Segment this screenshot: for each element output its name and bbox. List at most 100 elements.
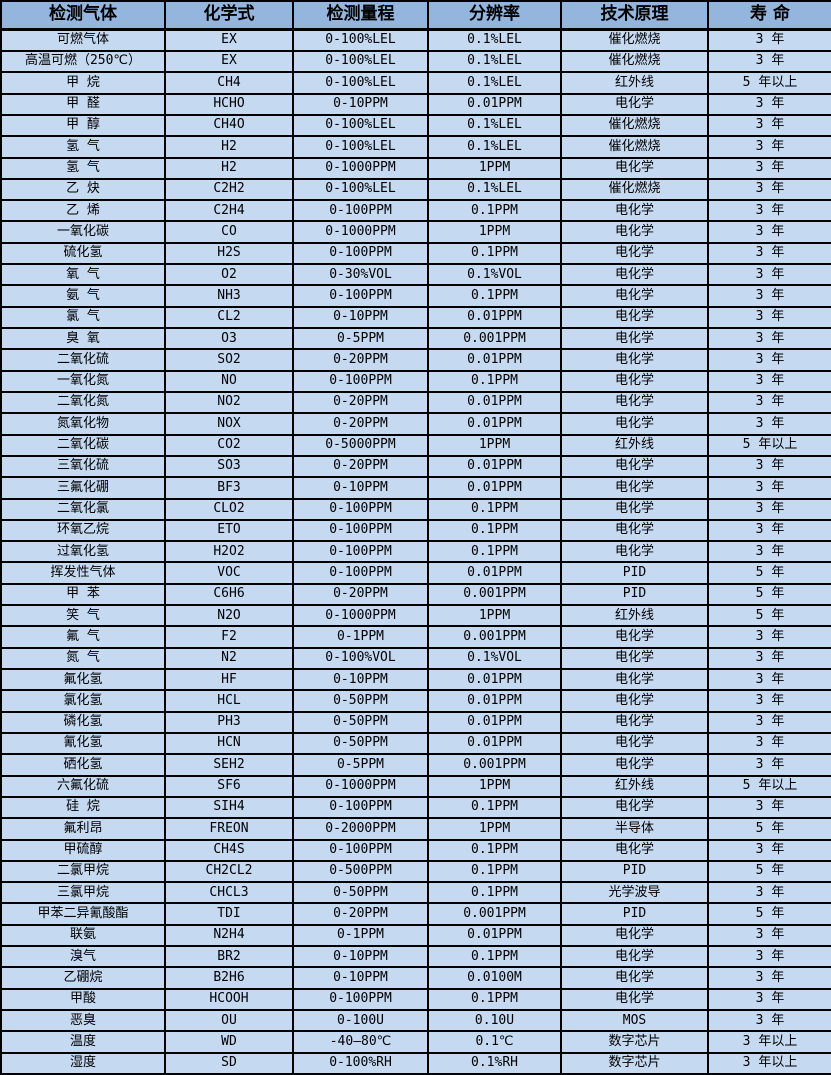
- gas-name-cell: 氮氧化物: [0, 412, 166, 436]
- technology-principle-cell: 电化学: [560, 327, 709, 351]
- gas-name-cell: 氨 气: [0, 284, 166, 308]
- detection-range-cell: 0-100PPM: [292, 241, 429, 266]
- table-row: 笑 气 N2O 0-1000PPM 1PPM 红外线 5 年: [0, 604, 831, 628]
- detection-range-cell: 0-10PPM: [292, 668, 429, 692]
- gas-name-cell: 挥发性气体: [0, 561, 166, 585]
- lifespan-cell: 3 年: [707, 945, 831, 969]
- lifespan-cell: 3 年: [707, 390, 831, 415]
- detection-range-cell: 0-100PPM: [292, 199, 429, 223]
- table-row: 挥发性气体 VOC 0-100PPM 0.01PPM PID 5 年: [0, 561, 831, 585]
- detection-range-cell: 0-100%LEL: [292, 135, 429, 159]
- technology-principle-cell: 电化学: [560, 305, 709, 330]
- resolution-cell: 0.01PPM: [427, 668, 562, 692]
- detection-range-cell: 0-100%RH: [292, 1051, 429, 1075]
- lifespan-cell: 3 年: [707, 625, 831, 649]
- resolution-cell: 0.1%LEL: [427, 49, 562, 74]
- resolution-cell: 0.1%LEL: [427, 28, 562, 52]
- chemical-formula-cell: NO: [164, 369, 294, 393]
- chemical-formula-cell: O3: [164, 327, 294, 351]
- column-header-detection-range: 检测量程: [292, 0, 429, 31]
- table-row: 甲 烷 CH4 0-100%LEL 0.1%LEL 红外线 5 年以上: [0, 71, 831, 95]
- detection-range-cell: 0-1PPM: [292, 625, 429, 649]
- technology-principle-cell: 催化燃烧: [560, 28, 709, 52]
- detection-range-cell: 0-1000PPM: [292, 774, 429, 798]
- resolution-cell: 0.0100M: [427, 966, 562, 990]
- detection-range-cell: 0-20PPM: [292, 390, 429, 415]
- table-row: 氟 气 F2 0-1PPM 0.001PPM 电化学 3 年: [0, 625, 831, 649]
- technology-principle-cell: 电化学: [560, 731, 709, 756]
- gas-name-cell: 氧 气: [0, 263, 166, 287]
- detection-range-cell: 0-5PPM: [292, 753, 429, 777]
- resolution-cell: 0.001PPM: [427, 753, 562, 777]
- chemical-formula-cell: CHCL3: [164, 881, 294, 905]
- table-row: 湿度 SD 0-100%RH 0.1%RH 数字芯片 3 年以上: [0, 1051, 831, 1075]
- gas-name-cell: 氟化氢: [0, 668, 166, 692]
- chemical-formula-cell: CH4: [164, 71, 294, 95]
- chemical-formula-cell: ETO: [164, 518, 294, 543]
- resolution-cell: 0.1%VOL: [427, 263, 562, 287]
- detection-range-cell: 0-100PPM: [292, 540, 429, 564]
- resolution-cell: 0.01PPM: [427, 710, 562, 734]
- table-row: 氰化氢 HCN 0-50PPM 0.01PPM 电化学 3 年: [0, 731, 831, 756]
- column-header-lifespan: 寿 命: [707, 0, 831, 31]
- chemical-formula-cell: BR2: [164, 945, 294, 969]
- gas-name-cell: 过氧化氢: [0, 540, 166, 564]
- resolution-cell: 0.1℃: [427, 1030, 562, 1054]
- table-row: 二氧化氮 NO2 0-20PPM 0.01PPM 电化学 3 年: [0, 390, 831, 415]
- technology-principle-cell: 电化学: [560, 518, 709, 543]
- table-row: 氮 气 N2 0-100%VOL 0.1%VOL 电化学 3 年: [0, 646, 831, 671]
- resolution-cell: 0.001PPM: [427, 625, 562, 649]
- lifespan-cell: 3 年: [707, 710, 831, 734]
- detection-range-cell: 0-100%LEL: [292, 49, 429, 74]
- detection-range-cell: 0-100%VOL: [292, 646, 429, 671]
- lifespan-cell: 3 年: [707, 113, 831, 138]
- detection-range-cell: 0-50PPM: [292, 710, 429, 734]
- gas-name-cell: 甲 苯: [0, 582, 166, 607]
- technology-principle-cell: 电化学: [560, 284, 709, 308]
- table-row: 硫化氢 H2S 0-100PPM 0.1PPM 电化学 3 年: [0, 241, 831, 266]
- detection-range-cell: 0-1000PPM: [292, 604, 429, 628]
- technology-principle-cell: 催化燃烧: [560, 49, 709, 74]
- technology-principle-cell: 电化学: [560, 945, 709, 969]
- gas-name-cell: 二氧化硫: [0, 348, 166, 372]
- resolution-cell: 0.01PPM: [427, 923, 562, 948]
- table-row: 甲苯二异氰酸酯 TDI 0-20PPM 0.001PPM PID 5 年: [0, 902, 831, 926]
- chemical-formula-cell: H2: [164, 135, 294, 159]
- lifespan-cell: 3 年以上: [707, 1051, 831, 1075]
- detection-range-cell: 0-10PPM: [292, 476, 429, 500]
- technology-principle-cell: 红外线: [560, 774, 709, 798]
- chemical-formula-cell: CH2CL2: [164, 859, 294, 884]
- technology-principle-cell: 催化燃烧: [560, 135, 709, 159]
- table-row: 甲 醇 CH4O 0-100%LEL 0.1%LEL 催化燃烧 3 年: [0, 113, 831, 138]
- technology-principle-cell: 电化学: [560, 710, 709, 734]
- gas-name-cell: 臭 氧: [0, 327, 166, 351]
- gas-name-cell: 氟利昂: [0, 817, 166, 841]
- lifespan-cell: 3 年: [707, 881, 831, 905]
- resolution-cell: 0.1%RH: [427, 1051, 562, 1075]
- gas-name-cell: 湿度: [0, 1051, 166, 1075]
- technology-principle-cell: 电化学: [560, 412, 709, 436]
- detection-range-cell: 0-100PPM: [292, 369, 429, 393]
- table-row: 氧 气 O2 0-30%VOL 0.1%VOL 电化学 3 年: [0, 263, 831, 287]
- lifespan-cell: 3 年: [707, 220, 831, 244]
- detection-range-cell: 0-50PPM: [292, 689, 429, 713]
- technology-principle-cell: 电化学: [560, 540, 709, 564]
- table-row: 三氯甲烷 CHCL3 0-50PPM 0.1PPM 光学波导 3 年: [0, 881, 831, 905]
- resolution-cell: 0.001PPM: [427, 327, 562, 351]
- technology-principle-cell: PID: [560, 859, 709, 884]
- chemical-formula-cell: N2: [164, 646, 294, 671]
- detection-range-cell: 0-10PPM: [292, 945, 429, 969]
- resolution-cell: 0.1PPM: [427, 497, 562, 521]
- lifespan-cell: 5 年以上: [707, 774, 831, 798]
- chemical-formula-cell: SD: [164, 1051, 294, 1075]
- chemical-formula-cell: CO2: [164, 433, 294, 457]
- chemical-formula-cell: OU: [164, 1009, 294, 1033]
- lifespan-cell: 3 年: [707, 795, 831, 820]
- gas-name-cell: 氟 气: [0, 625, 166, 649]
- technology-principle-cell: 电化学: [560, 689, 709, 713]
- detection-range-cell: 0-100PPM: [292, 838, 429, 862]
- detection-range-cell: 0-2000PPM: [292, 817, 429, 841]
- detection-range-cell: 0-1000PPM: [292, 220, 429, 244]
- table-row: 臭 氧 O3 0-5PPM 0.001PPM 电化学 3 年: [0, 327, 831, 351]
- resolution-cell: 0.1PPM: [427, 241, 562, 266]
